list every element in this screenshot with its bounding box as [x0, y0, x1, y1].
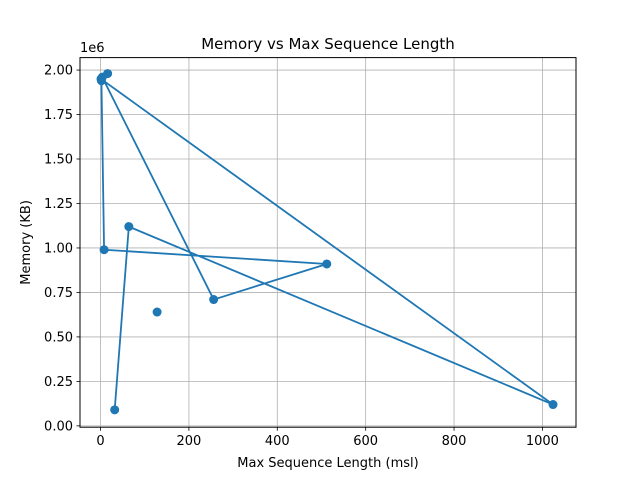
y-axis-ticks: 0.00 0.25 0.50 0.75 1.00 1.25 1.50 1.75 2.00	[44, 64, 80, 434]
y-tick-label: 1.00	[44, 241, 73, 256]
y-tick-label: 0.00	[44, 419, 73, 434]
y-tick-label: 0.50	[44, 330, 73, 345]
y-tick-label: 1.25	[44, 197, 73, 212]
x-tick-label: 1000	[526, 434, 559, 449]
grid	[80, 57, 576, 428]
data-point	[99, 245, 109, 255]
data-point	[103, 69, 113, 79]
x-axis-label: Max Sequence Length (msl)	[237, 456, 418, 471]
x-tick-label: 600	[353, 434, 378, 449]
data-point	[548, 400, 558, 410]
y-tick-label: 2.00	[44, 64, 73, 79]
x-tick-label: 400	[265, 434, 290, 449]
x-tick-label: 0	[96, 434, 104, 449]
y-axis-label: Memory (KB)	[19, 200, 34, 285]
series-layer	[96, 69, 558, 415]
y-tick-label: 0.25	[44, 375, 73, 390]
data-point	[322, 259, 332, 269]
data-point	[209, 295, 219, 305]
x-tick-label: 200	[177, 434, 202, 449]
series-line	[100, 73, 554, 410]
y-tick-label: 1.50	[44, 153, 73, 168]
data-point	[152, 307, 162, 317]
data-point	[110, 405, 120, 415]
y-tick-label: 0.75	[44, 286, 73, 301]
chart-title: Memory vs Max Sequence Length	[201, 35, 455, 53]
y-tick-label: 1.75	[44, 108, 73, 123]
plot-frame	[79, 57, 577, 428]
x-axis-ticks: 0 200 400 600 800 1000	[96, 427, 559, 449]
data-point	[124, 222, 134, 232]
y-offset-text: 1e6	[80, 41, 105, 56]
x-tick-label: 800	[442, 434, 467, 449]
